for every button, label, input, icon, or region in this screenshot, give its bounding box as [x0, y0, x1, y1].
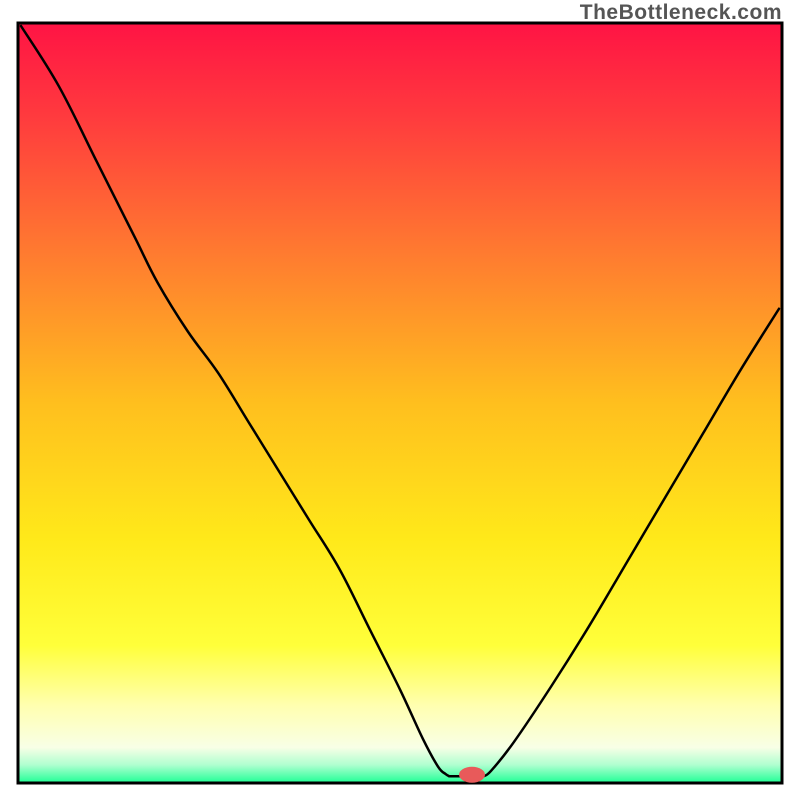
watermark-text: TheBottleneck.com: [580, 1, 782, 25]
chart-svg: [0, 0, 800, 800]
bottleneck-marker: [459, 767, 485, 783]
bottleneck-chart: TheBottleneck.com: [0, 0, 800, 800]
